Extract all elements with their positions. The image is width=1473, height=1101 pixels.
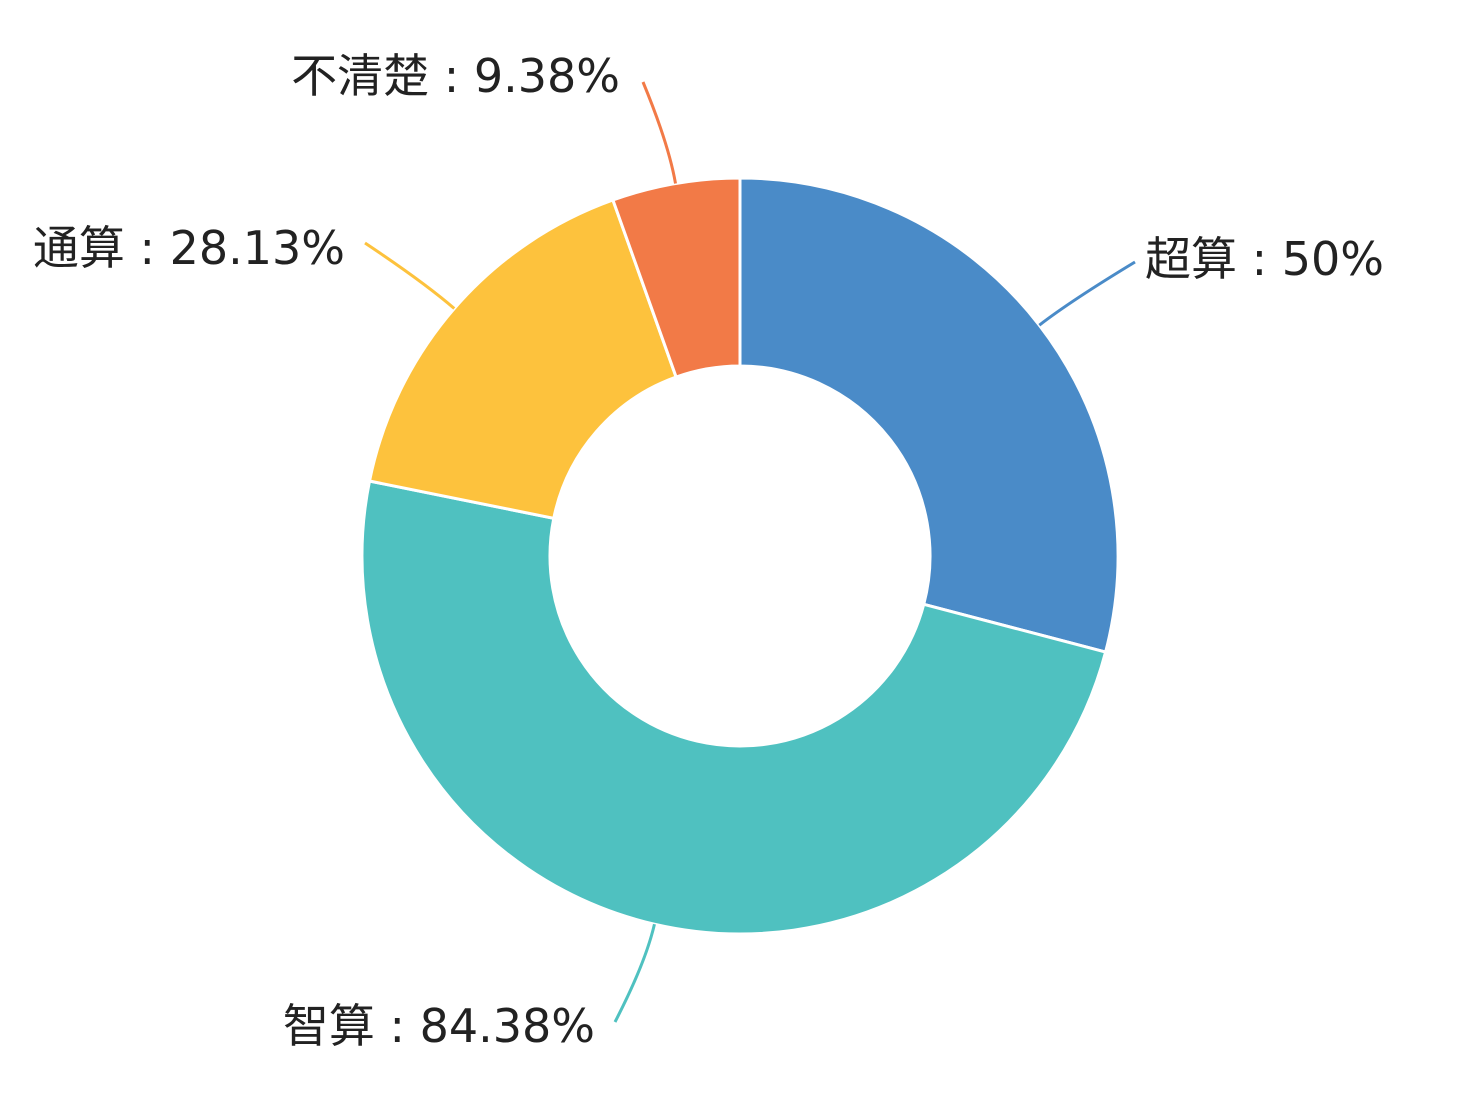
slice-3 [611, 176, 742, 379]
slice-2 [367, 198, 679, 521]
slice-0 [738, 176, 1120, 654]
leader-line-0 [1038, 260, 1136, 327]
slice-label-2: 通算 : 28.13% [33, 221, 345, 275]
leader-line-3 [641, 81, 677, 184]
leader-line-2 [364, 241, 456, 310]
slice-label-0: 超算 : 50% [1145, 232, 1384, 286]
slice-1 [360, 479, 1108, 936]
slice-label-1: 智算 : 84.38% [283, 999, 595, 1053]
leader-line-1 [613, 923, 656, 1023]
slice-label-3: 不清楚 : 9.38% [291, 49, 620, 103]
